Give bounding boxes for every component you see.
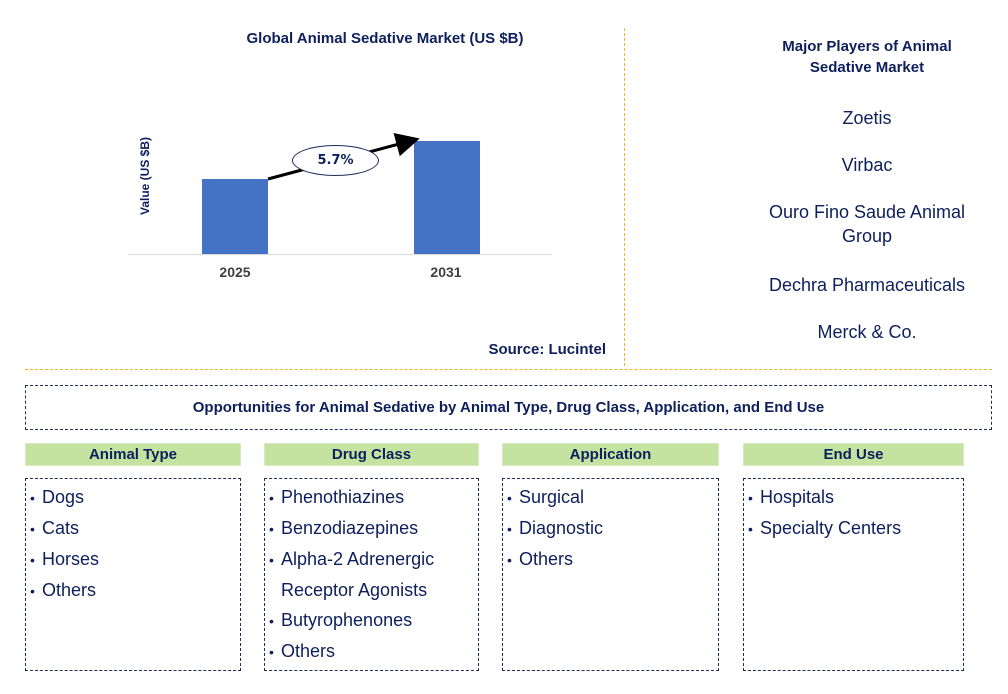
list-item: Others bbox=[507, 544, 718, 575]
list-drug-class: Phenothiazines Benzodiazepines Alpha-2 A… bbox=[264, 478, 479, 671]
players-title-line1: Major Players of Animal bbox=[782, 38, 952, 55]
player-merck: Merck & Co. bbox=[817, 322, 917, 342]
list-application: Surgical Diagnostic Others bbox=[502, 478, 719, 671]
player-virbac: Virbac bbox=[841, 155, 893, 175]
list-item: Phenothiazines bbox=[269, 482, 478, 513]
players-title: Major Players of Animal Sedative Market bbox=[742, 36, 992, 78]
list-item: Surgical bbox=[507, 482, 718, 513]
list-end-use: Hospitals Specialty Centers bbox=[743, 478, 964, 671]
header-animal-type: Animal Type bbox=[25, 443, 241, 466]
list-item: Diagnostic bbox=[507, 513, 718, 544]
chart-title: Global Animal Sedative Market (US $B) bbox=[246, 30, 524, 47]
player-ouro-fino-line2: Group bbox=[841, 226, 893, 246]
y-axis-label-text: Value (US $B) bbox=[138, 136, 152, 215]
list-item: Others bbox=[269, 636, 478, 667]
player-dechra: Dechra Pharmaceuticals bbox=[768, 275, 966, 295]
horizontal-divider bbox=[25, 369, 992, 370]
x-tick-2031: 2031 bbox=[430, 264, 462, 280]
header-end-use: End Use bbox=[743, 443, 964, 466]
x-tick-2025: 2025 bbox=[219, 264, 251, 280]
players-title-line2: Sedative Market bbox=[809, 59, 925, 76]
bar-2025 bbox=[202, 179, 268, 254]
cagr-ellipse: 5.7% bbox=[292, 145, 379, 176]
player-zoetis: Zoetis bbox=[842, 108, 892, 128]
bar-2031 bbox=[414, 141, 480, 254]
header-application: Application bbox=[502, 443, 719, 466]
vertical-divider bbox=[624, 28, 625, 366]
player-ouro-fino-line1: Ouro Fino Saude Animal bbox=[768, 202, 966, 222]
list-item: Butyrophenones bbox=[269, 605, 478, 636]
list-item: Dogs bbox=[30, 482, 240, 513]
list-item: Benzodiazepines bbox=[269, 513, 478, 544]
list-item: Alpha-2 Adrenergic bbox=[269, 544, 478, 575]
list-animal-type: Dogs Cats Horses Others bbox=[25, 478, 241, 671]
header-drug-class: Drug Class bbox=[264, 443, 479, 466]
cagr-label: 5.7% bbox=[317, 153, 354, 168]
x-axis-line bbox=[128, 254, 552, 255]
list-item: Horses bbox=[30, 544, 240, 575]
list-item: Specialty Centers bbox=[748, 513, 963, 544]
list-item: Hospitals bbox=[748, 482, 963, 513]
source-label: Source: Lucintel bbox=[488, 341, 606, 358]
opportunities-title: Opportunities for Animal Sedative by Ani… bbox=[192, 399, 825, 416]
list-item: Cats bbox=[30, 513, 240, 544]
list-item-continuation: Receptor Agonists bbox=[281, 580, 428, 600]
opportunities-title-box: Opportunities for Animal Sedative by Ani… bbox=[25, 385, 992, 430]
player-ouro-fino: Ouro Fino Saude Animal Group bbox=[742, 200, 992, 248]
list-item: Others bbox=[30, 575, 240, 606]
